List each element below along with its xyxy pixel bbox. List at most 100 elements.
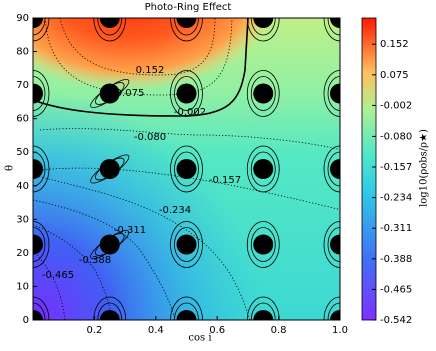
contour-label: -0.388 — [79, 255, 111, 266]
point — [99, 159, 120, 179]
x-tick-label: 1.0 — [332, 325, 348, 336]
contour-label: -0.311 — [114, 225, 146, 236]
point-halo — [246, 145, 280, 193]
point — [330, 159, 340, 179]
point — [33, 310, 43, 320]
point-halo — [323, 221, 340, 268]
y-tick-label: 90 — [16, 13, 29, 24]
point-halo — [33, 221, 50, 268]
point — [176, 18, 197, 28]
y-tick-label: 30 — [16, 214, 29, 225]
colorbar-tick-label: -0.234 — [380, 193, 412, 204]
point-halo — [246, 18, 280, 42]
point-halo — [323, 70, 340, 117]
point — [330, 234, 340, 255]
point-halo — [174, 18, 199, 36]
point-halo — [327, 76, 340, 111]
point-halo — [33, 151, 46, 187]
point-halo — [323, 145, 340, 193]
point-halo — [97, 18, 123, 36]
point-halo — [250, 18, 276, 36]
y-axis-label: θ — [5, 165, 16, 171]
point — [253, 159, 274, 179]
x-tick-label: 0.8 — [271, 325, 287, 336]
point-halo — [33, 145, 50, 193]
point — [253, 83, 274, 104]
point — [176, 159, 197, 179]
colorbar — [361, 17, 377, 321]
point — [253, 234, 274, 255]
colorbar-tick-label: -0.465 — [380, 284, 412, 295]
colorbar-tick-label: -0.542 — [380, 315, 412, 326]
point-halo — [327, 151, 340, 187]
y-tick-label: 20 — [16, 248, 29, 259]
point-halo — [250, 76, 276, 111]
y-tick-label: 10 — [16, 281, 29, 292]
point-halo — [170, 296, 203, 320]
point-halo — [246, 221, 280, 268]
point-halo — [250, 227, 276, 262]
point-halo — [33, 70, 50, 117]
point — [33, 234, 43, 255]
point — [176, 83, 197, 104]
point-halo — [170, 221, 203, 268]
y-tick-label: 70 — [16, 80, 29, 91]
contour-label: 0.152 — [136, 65, 165, 76]
point-halo — [250, 302, 276, 320]
y-tick-label: 60 — [16, 114, 29, 125]
x-tick-label: 0.6 — [209, 325, 225, 336]
y-tick-label: 50 — [16, 147, 29, 158]
colorbar-tick-label: -0.388 — [380, 254, 412, 265]
point-halo — [97, 302, 123, 320]
point-halo — [327, 227, 340, 262]
contour-label: -0.157 — [209, 175, 241, 186]
colorbar-tick-label: 0.075 — [380, 70, 409, 81]
point-halo — [246, 70, 280, 117]
point-halo — [33, 76, 46, 111]
point-halo — [174, 76, 199, 111]
colorbar-label: log10(ρobs/ρ★) — [419, 129, 430, 207]
point — [99, 18, 120, 28]
point — [330, 18, 340, 28]
x-axis-label: cos i — [188, 333, 211, 344]
contour-label: -0.002 — [174, 107, 206, 118]
point-halo — [174, 227, 199, 262]
point — [99, 83, 120, 104]
point — [253, 310, 274, 320]
point — [176, 234, 197, 255]
point-halo — [93, 296, 127, 320]
y-tick-label: 40 — [16, 181, 29, 192]
colorbar-tick-label: -0.002 — [380, 100, 412, 111]
point-halo — [250, 151, 276, 187]
point-halo — [170, 70, 203, 117]
contour-label: -0.080 — [134, 132, 166, 143]
colorbar-tick-label: -0.080 — [380, 131, 412, 142]
y-tick-label: 80 — [16, 47, 29, 58]
point — [33, 18, 43, 28]
point-halo — [170, 18, 203, 42]
contour-label: -0.465 — [42, 270, 74, 281]
colorbar-tick-label: -0.157 — [380, 162, 412, 173]
chart-title: Photo-Ring Effect — [145, 2, 232, 13]
point-halo — [246, 296, 280, 320]
plot-area: 0.152 0.075 -0.002 -0.080 -0.157 -0.234 -0.311… — [33, 18, 340, 320]
x-tick-label: 0.4 — [148, 325, 164, 336]
point — [176, 310, 197, 320]
point — [330, 83, 340, 104]
point-halo — [174, 302, 199, 320]
point-halo — [170, 145, 203, 193]
contour-label: 0.075 — [116, 88, 145, 99]
contour-label: -0.234 — [159, 205, 191, 216]
point — [99, 310, 120, 320]
point-halo — [93, 18, 127, 42]
point-halo — [174, 151, 199, 187]
point — [253, 18, 274, 28]
colorbar-tick-label: 0.152 — [380, 39, 409, 50]
point-halo — [33, 227, 46, 262]
colorbar-tick-label: -0.311 — [380, 223, 412, 234]
point — [33, 83, 43, 104]
point — [99, 234, 120, 255]
point — [330, 310, 340, 320]
point — [33, 159, 43, 179]
